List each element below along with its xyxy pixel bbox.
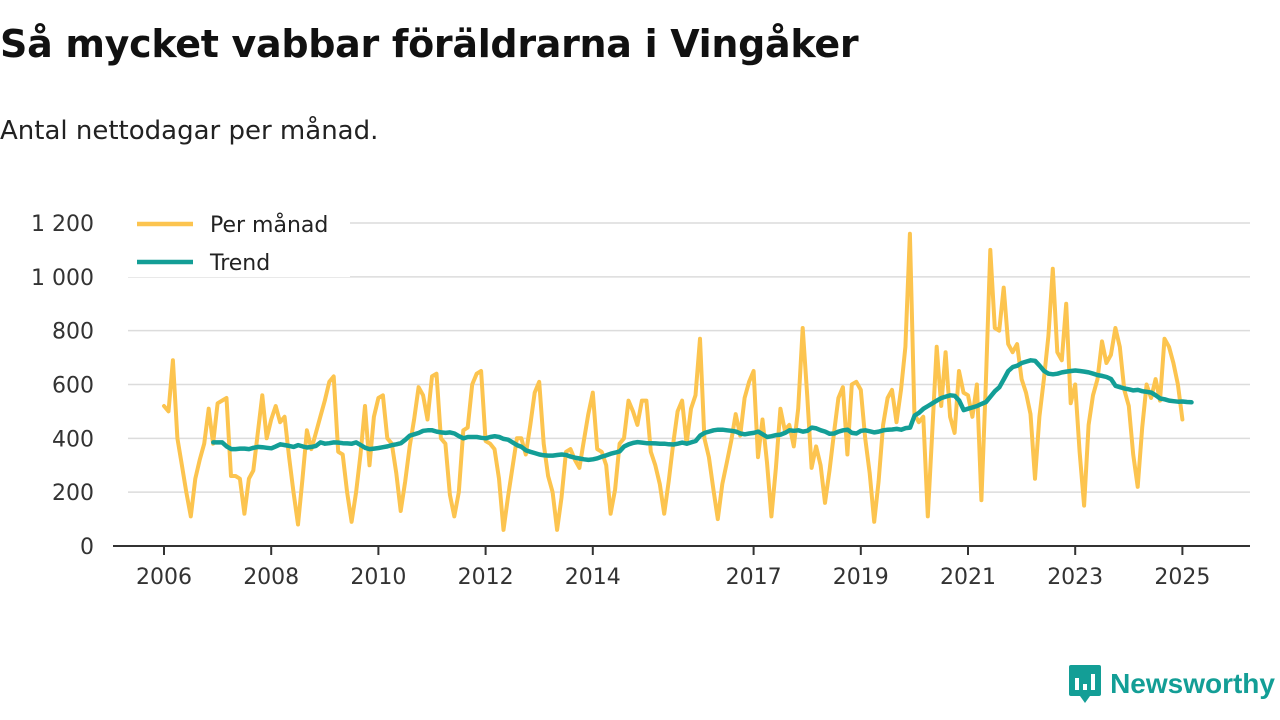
y-tick-label: 400 — [52, 427, 94, 452]
series-line-trend — [211, 358, 1194, 463]
x-tick-label: 2006 — [136, 565, 192, 590]
y-tick-label: 1 000 — [31, 266, 94, 291]
y-tick-label: 600 — [52, 374, 94, 399]
axis-layer: 0 200 400 600 800 1 000 1 200 2006 2008 2010 2012 2… — [31, 212, 1250, 590]
legend-label: Per månad — [210, 212, 328, 238]
legend: Per månad Trend — [128, 205, 350, 277]
brand-name: Newsworthy — [1110, 668, 1275, 699]
y-tick-label: 800 — [52, 320, 94, 345]
chart-title: Så mycket vabbar föräldrarna i Vingåker — [0, 22, 859, 66]
brand-logo: Newsworthy — [1068, 664, 1275, 704]
x-tick-label: 2014 — [565, 565, 621, 590]
series-line-per-manad — [162, 231, 1185, 532]
y-tick-label: 1 200 — [31, 212, 94, 237]
bar-chart-speech-icon — [1069, 665, 1102, 703]
x-tick-label: 2025 — [1154, 565, 1210, 590]
y-tick-label: 0 — [80, 535, 94, 560]
x-tick-label: 2010 — [350, 565, 406, 590]
series-layer — [162, 231, 1194, 532]
legend-label: Trend — [209, 251, 270, 276]
y-tick-label: 200 — [52, 481, 94, 506]
x-tick-label: 2008 — [243, 565, 299, 590]
chart-subtitle: Antal nettodagar per månad. — [0, 116, 379, 146]
x-tick-label: 2021 — [940, 565, 996, 590]
x-tick-label: 2017 — [726, 565, 782, 590]
x-tick-label: 2012 — [458, 565, 514, 590]
x-tick-label: 2023 — [1047, 565, 1103, 590]
x-tick-label: 2019 — [833, 565, 889, 590]
legend-background — [128, 205, 350, 277]
